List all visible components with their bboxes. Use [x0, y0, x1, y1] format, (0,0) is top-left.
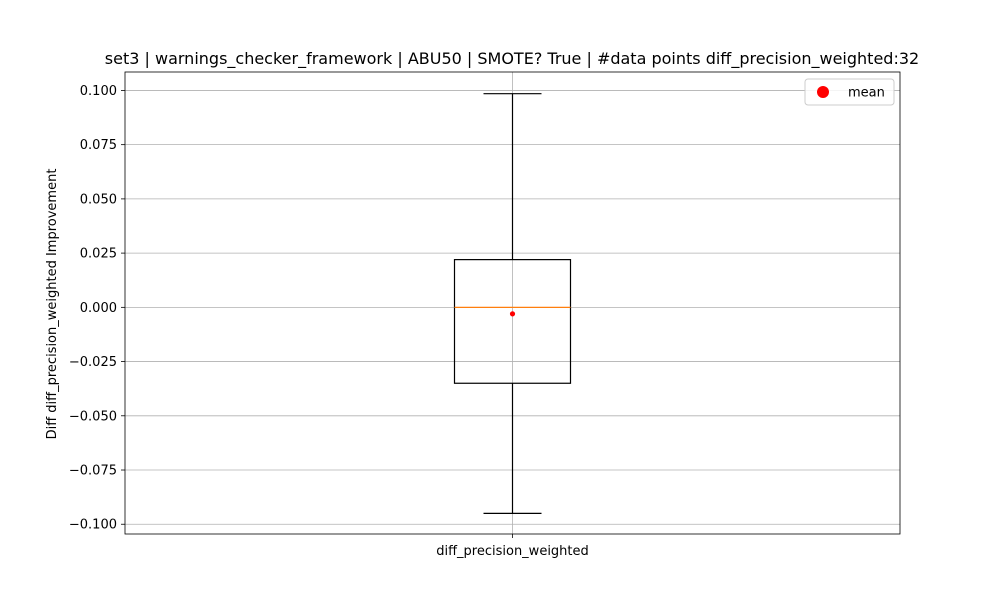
y-tick-label: −0.050	[69, 409, 117, 424]
legend-mean-label: mean	[848, 86, 885, 101]
legend: mean	[804, 78, 895, 106]
y-tick-label: −0.100	[69, 518, 117, 533]
axes: 0.100 0.075 0.050 0.025 0.000 −0.025 −0.050 −0.…	[69, 71, 901, 559]
y-tick-label: −0.025	[69, 355, 117, 370]
y-tick-label: −0.075	[69, 464, 117, 479]
y-tick-label: 0.000	[80, 301, 117, 316]
y-tick-label: 0.075	[80, 138, 117, 153]
box-plot	[453, 93, 572, 514]
mean-marker	[509, 311, 516, 317]
legend-mean-marker	[817, 86, 829, 98]
x-tick-label: diff_precision_weighted	[436, 544, 589, 559]
iqr-box	[453, 259, 572, 384]
chart-title: set3 | warnings_checker_framework | ABU5…	[105, 49, 919, 69]
y-axis-label: Diff diff_precision_weighted Improvement	[45, 169, 60, 440]
y-tick-label: 0.050	[80, 192, 117, 207]
y-tick-label: 0.025	[80, 247, 117, 262]
legend-box	[804, 78, 895, 106]
y-tick-label: 0.100	[80, 84, 117, 99]
